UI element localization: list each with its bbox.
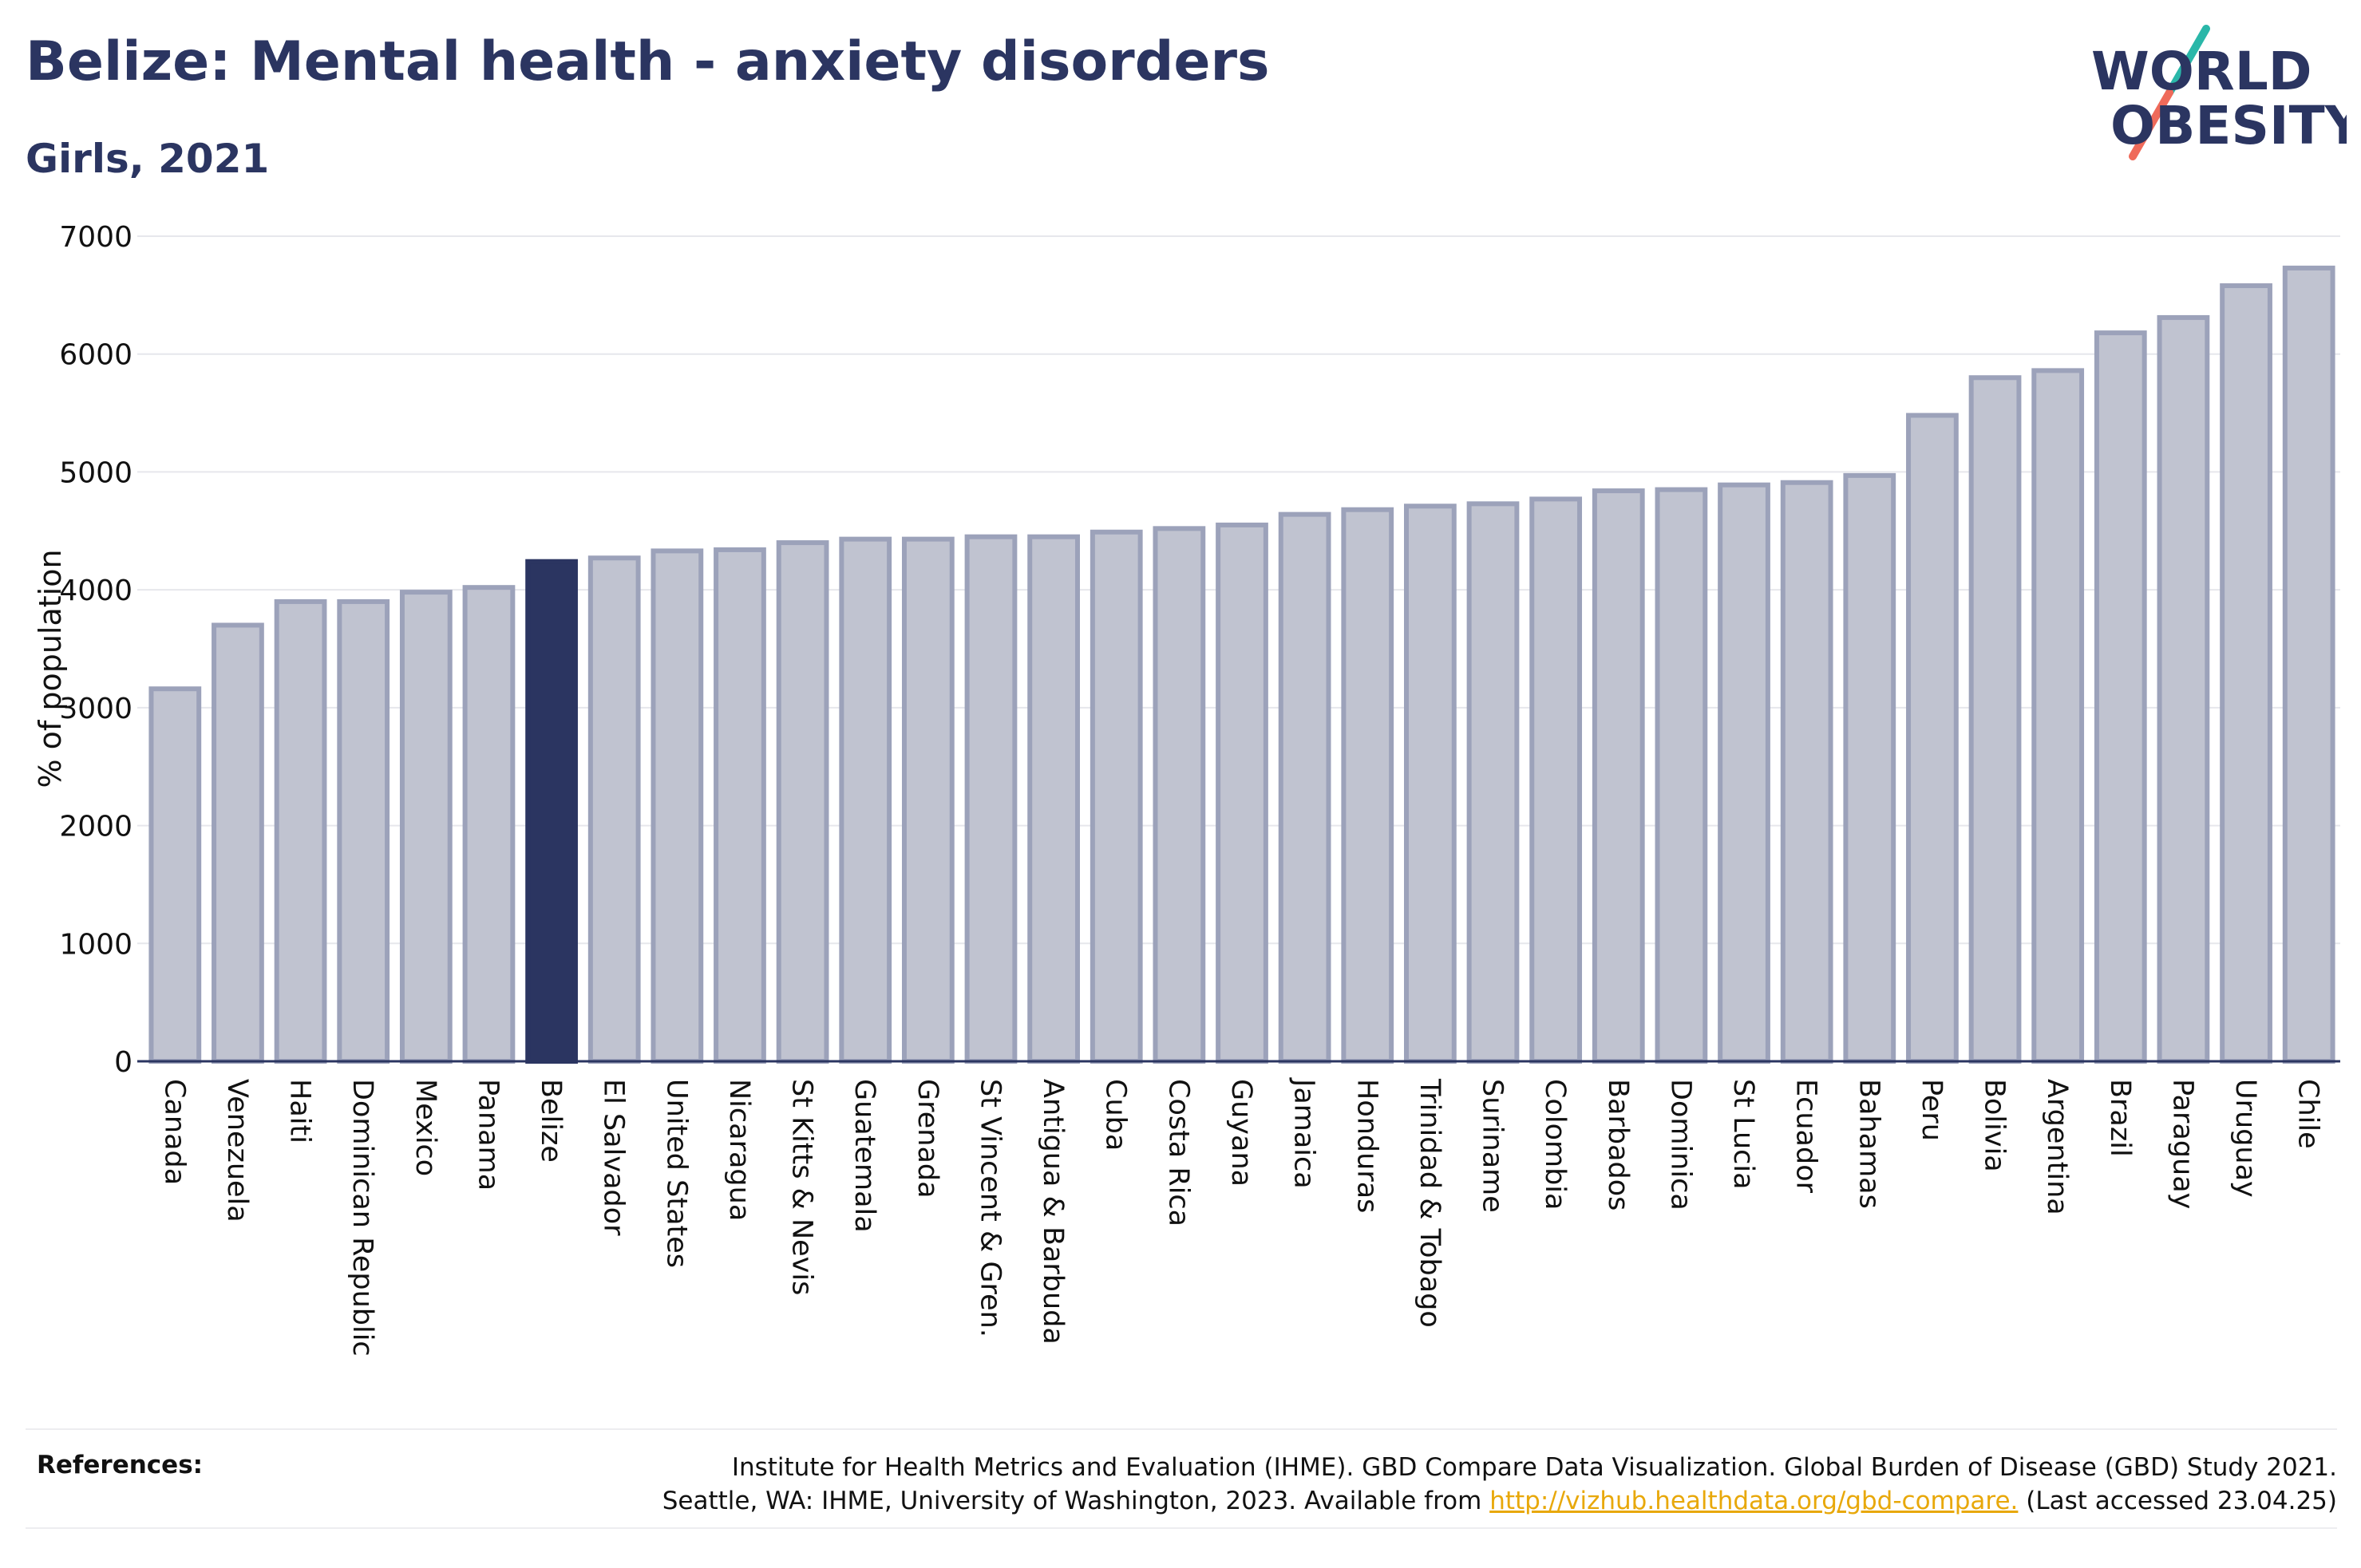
x-tick-label: St Vincent & Gren. bbox=[974, 1079, 1006, 1337]
x-tick-label: El Salvador bbox=[598, 1079, 630, 1236]
y-tick-label: 5000 bbox=[59, 456, 132, 489]
x-tick-label: Mexico bbox=[409, 1079, 441, 1176]
bar-st-kitts-nevis bbox=[776, 540, 829, 1064]
bar-barbados bbox=[1592, 488, 1645, 1064]
references-line2-prefix: Seattle, WA: IHME, University of Washing… bbox=[662, 1487, 1490, 1515]
x-tick-label: Peru bbox=[1916, 1079, 1948, 1141]
bar-dominica bbox=[1655, 487, 1708, 1064]
x-tick-label: Argentina bbox=[2041, 1079, 2073, 1215]
bar-panama bbox=[462, 585, 516, 1064]
bar-mexico bbox=[399, 590, 453, 1064]
x-tick-label: Ecuador bbox=[1790, 1079, 1822, 1194]
y-tick-label: 1000 bbox=[59, 928, 132, 961]
x-tick-label: Panama bbox=[472, 1079, 504, 1191]
y-tick-label: 2000 bbox=[59, 811, 132, 843]
bar-bolivia bbox=[1968, 375, 2022, 1064]
references-line2-suffix: (Last accessed 23.04.25) bbox=[2018, 1487, 2337, 1515]
chart-subtitle: Girls, 2021 bbox=[26, 136, 270, 182]
x-tick-label: United States bbox=[660, 1079, 692, 1268]
bar-grenada bbox=[901, 536, 955, 1064]
references-panel: References: Institute for Health Metrics… bbox=[26, 1428, 2337, 1529]
bar-guatemala bbox=[839, 536, 892, 1064]
bar-chart: 0 1000 2000 3000 4000 5000 6000 7000 % of popul… bbox=[33, 221, 2340, 1357]
bar-el-salvador bbox=[587, 555, 641, 1064]
y-tick-label: 3000 bbox=[59, 693, 132, 725]
bar-trinidad-tobago bbox=[1404, 504, 1457, 1064]
references-line1: Institute for Health Metrics and Evaluat… bbox=[731, 1453, 2337, 1482]
y-axis-label: % of population bbox=[33, 549, 68, 788]
bar-belize bbox=[525, 559, 578, 1064]
y-tick-label: 6000 bbox=[59, 339, 132, 372]
x-tick-label: Paraguay bbox=[2166, 1079, 2198, 1209]
x-tick-label: Nicaragua bbox=[723, 1079, 755, 1221]
x-tick-label: Colombia bbox=[1539, 1079, 1571, 1210]
bars bbox=[148, 265, 2335, 1064]
bar-dominican-republic bbox=[337, 598, 390, 1064]
bar-chile bbox=[2282, 265, 2335, 1064]
logo-slash-bottom bbox=[2129, 89, 2173, 160]
x-tick-label: Trinidad & Tobago bbox=[1414, 1078, 1445, 1328]
bar-costa-rica bbox=[1153, 526, 1206, 1064]
y-tick-label: 7000 bbox=[59, 221, 132, 254]
x-tick-label: Costa Rica bbox=[1162, 1079, 1194, 1226]
x-tick-label: Grenada bbox=[912, 1079, 943, 1199]
bar-antigua-barbuda bbox=[1027, 534, 1080, 1064]
x-tick-label: Bolivia bbox=[1979, 1079, 2011, 1172]
x-tick-label: Cuba bbox=[1100, 1079, 1132, 1151]
y-tick-label: 4000 bbox=[59, 575, 132, 607]
x-tick-label: Brazil bbox=[2104, 1079, 2136, 1157]
world-obesity-logo: WORLD OBESITY bbox=[2091, 25, 2347, 160]
logo-line2: OBESITY bbox=[2110, 95, 2347, 156]
x-tick-label: Chile bbox=[2292, 1079, 2324, 1149]
x-tick-label: Canada bbox=[158, 1079, 190, 1185]
x-axis-labels: Canada Venezuela Haiti Dominican Republic Me… bbox=[158, 1077, 2323, 1357]
references-label: References: bbox=[37, 1451, 204, 1479]
bar-guyana bbox=[1216, 522, 1268, 1064]
bar-peru bbox=[1906, 413, 1959, 1064]
chart-title: Belize: Mental health - anxiety disorder… bbox=[26, 30, 1270, 93]
x-tick-label: St Lucia bbox=[1727, 1079, 1759, 1190]
x-tick-label: Jamaica bbox=[1288, 1077, 1320, 1189]
bar-cuba bbox=[1090, 529, 1143, 1064]
bar-st-lucia bbox=[1718, 482, 1770, 1064]
bar-bahamas bbox=[1843, 472, 1896, 1064]
x-tick-label: Suriname bbox=[1477, 1079, 1509, 1213]
x-tick-label: Guyana bbox=[1225, 1079, 1257, 1187]
bar-st-vincent-gren- bbox=[964, 534, 1018, 1064]
bar-colombia bbox=[1529, 496, 1583, 1064]
y-tick-label: 0 bbox=[114, 1046, 132, 1079]
bar-venezuela bbox=[212, 622, 264, 1064]
bar-nicaragua bbox=[714, 547, 766, 1064]
bar-paraguay bbox=[2157, 314, 2210, 1064]
logo-slash-top bbox=[2165, 25, 2210, 97]
bar-jamaica bbox=[1278, 511, 1331, 1064]
x-tick-label: Guatemala bbox=[848, 1079, 880, 1233]
bar-ecuador bbox=[1780, 480, 1833, 1064]
references-text: Institute for Health Metrics and Evaluat… bbox=[662, 1451, 2337, 1518]
x-tick-label: Uruguay bbox=[2229, 1079, 2261, 1198]
x-tick-label: Honduras bbox=[1351, 1079, 1382, 1213]
bar-united-states bbox=[651, 548, 704, 1064]
x-tick-label: Bahamas bbox=[1853, 1079, 1884, 1209]
bar-suriname bbox=[1466, 501, 1520, 1064]
x-tick-label: Antigua & Barbuda bbox=[1037, 1079, 1069, 1345]
bar-argentina bbox=[2031, 368, 2085, 1064]
y-axis-ticks: 0 1000 2000 3000 4000 5000 6000 7000 bbox=[59, 221, 132, 1079]
x-tick-label: St Kitts & Nevis bbox=[786, 1079, 818, 1295]
references-link[interactable]: http://vizhub.healthdata.org/gbd-compare… bbox=[1489, 1487, 2019, 1515]
x-tick-label: Dominican Republic bbox=[346, 1079, 378, 1357]
x-tick-label: Haiti bbox=[284, 1079, 316, 1143]
x-tick-label: Dominica bbox=[1664, 1079, 1696, 1211]
references-line2: Seattle, WA: IHME, University of Washing… bbox=[662, 1484, 2337, 1518]
logo-line1: WORLD bbox=[2091, 41, 2312, 102]
x-tick-label: Belize bbox=[535, 1079, 567, 1163]
bar-brazil bbox=[2094, 330, 2147, 1064]
bar-uruguay bbox=[2220, 283, 2272, 1064]
x-tick-label: Venezuela bbox=[221, 1079, 253, 1222]
bar-haiti bbox=[274, 598, 327, 1064]
bar-honduras bbox=[1341, 507, 1394, 1064]
bar-canada bbox=[148, 686, 202, 1064]
x-tick-label: Barbados bbox=[1602, 1079, 1634, 1211]
